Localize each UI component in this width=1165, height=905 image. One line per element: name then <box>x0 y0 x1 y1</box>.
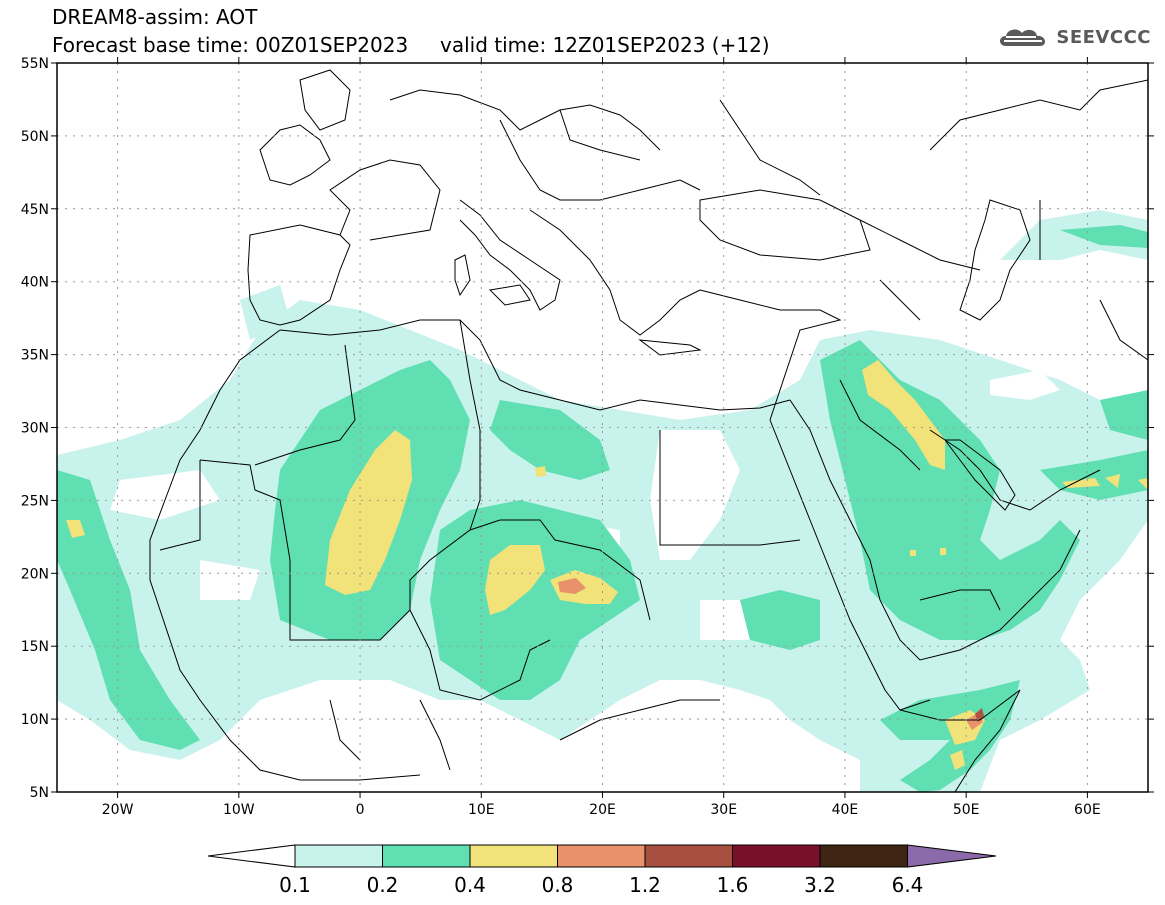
lon-label: 30E <box>710 802 737 818</box>
lat-label: 50N <box>21 129 49 145</box>
colorbar-label: 1.2 <box>629 873 661 897</box>
graticule <box>57 63 1148 792</box>
colorbar-segment <box>644 844 733 868</box>
lat-label: 25N <box>21 493 49 509</box>
lat-label: 30N <box>21 421 49 437</box>
colorbar-label: 0.2 <box>367 873 399 897</box>
valid-time: valid time: 12Z01SEP2023 (+12) <box>440 33 770 57</box>
base-time: Forecast base time: 00Z01SEP2023 <box>52 33 409 57</box>
map-title: DREAM8-assim: AOT <box>52 5 258 29</box>
lat-label: 20N <box>21 566 49 582</box>
colorbar: 0.1 0.2 0.4 0.8 1.2 1.6 3.2 6.4 <box>207 844 997 897</box>
aot-field <box>57 210 1148 792</box>
lat-label: 40N <box>21 275 49 291</box>
seevccc-logo: SEEVCCC <box>996 24 1151 50</box>
colorbar-segment <box>819 844 908 868</box>
cloud-logo-icon <box>1000 29 1046 46</box>
lon-label: 20E <box>589 802 616 818</box>
lat-label: 55N <box>21 56 49 72</box>
lon-label: 10E <box>468 802 495 818</box>
coastlines <box>149 69 1148 792</box>
colorbar-left-arrow <box>207 844 296 868</box>
lat-label: 5N <box>30 785 49 801</box>
lon-label: 10W <box>223 802 255 818</box>
lon-label: 60E <box>1074 802 1101 818</box>
lat-label: 45N <box>21 202 49 218</box>
lon-label: 0 <box>356 802 365 818</box>
colorbar-label: 1.6 <box>717 873 749 897</box>
longitude-labels: 20W 10W 0 10E 20E 30E 40E 50E 60E <box>102 57 1101 818</box>
colorbar-label: 6.4 <box>892 873 924 897</box>
lat-label: 15N <box>21 639 49 655</box>
logo-text: SEEVCCC <box>1056 26 1151 48</box>
lat-label: 10N <box>21 712 49 728</box>
lon-label: 50E <box>953 802 980 818</box>
colorbar-segment <box>732 844 821 868</box>
colorbar-segment <box>557 844 646 868</box>
latitude-labels: 55N 50N 45N 40N 35N 30N 25N 20N 15N 10N 5N <box>21 56 1154 801</box>
colorbar-label: 3.2 <box>804 873 836 897</box>
colorbar-right-arrow <box>907 844 997 868</box>
colorbar-label: 0.8 <box>542 873 574 897</box>
colorbar-segment <box>294 844 383 868</box>
colorbar-segment <box>382 844 471 868</box>
colorbar-label: 0.1 <box>279 873 311 897</box>
colorbar-label: 0.4 <box>454 873 486 897</box>
lat-label: 35N <box>21 348 49 364</box>
lon-label: 40E <box>832 802 859 818</box>
colorbar-segment <box>469 844 558 868</box>
time-info: Forecast base time: 00Z01SEP2023 valid t… <box>52 34 770 56</box>
lon-label: 20W <box>102 802 134 818</box>
